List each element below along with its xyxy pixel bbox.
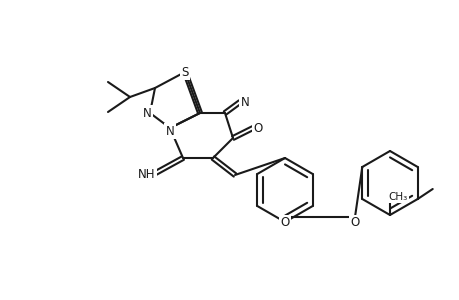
Text: CH₃: CH₃ bbox=[387, 192, 407, 202]
Text: O: O bbox=[280, 217, 289, 230]
Text: N: N bbox=[165, 124, 174, 137]
Text: N: N bbox=[240, 95, 249, 109]
Text: N: N bbox=[142, 106, 151, 119]
Text: NH: NH bbox=[138, 169, 156, 182]
Text: S: S bbox=[181, 65, 188, 79]
Text: O: O bbox=[350, 217, 359, 230]
Text: O: O bbox=[253, 122, 262, 134]
